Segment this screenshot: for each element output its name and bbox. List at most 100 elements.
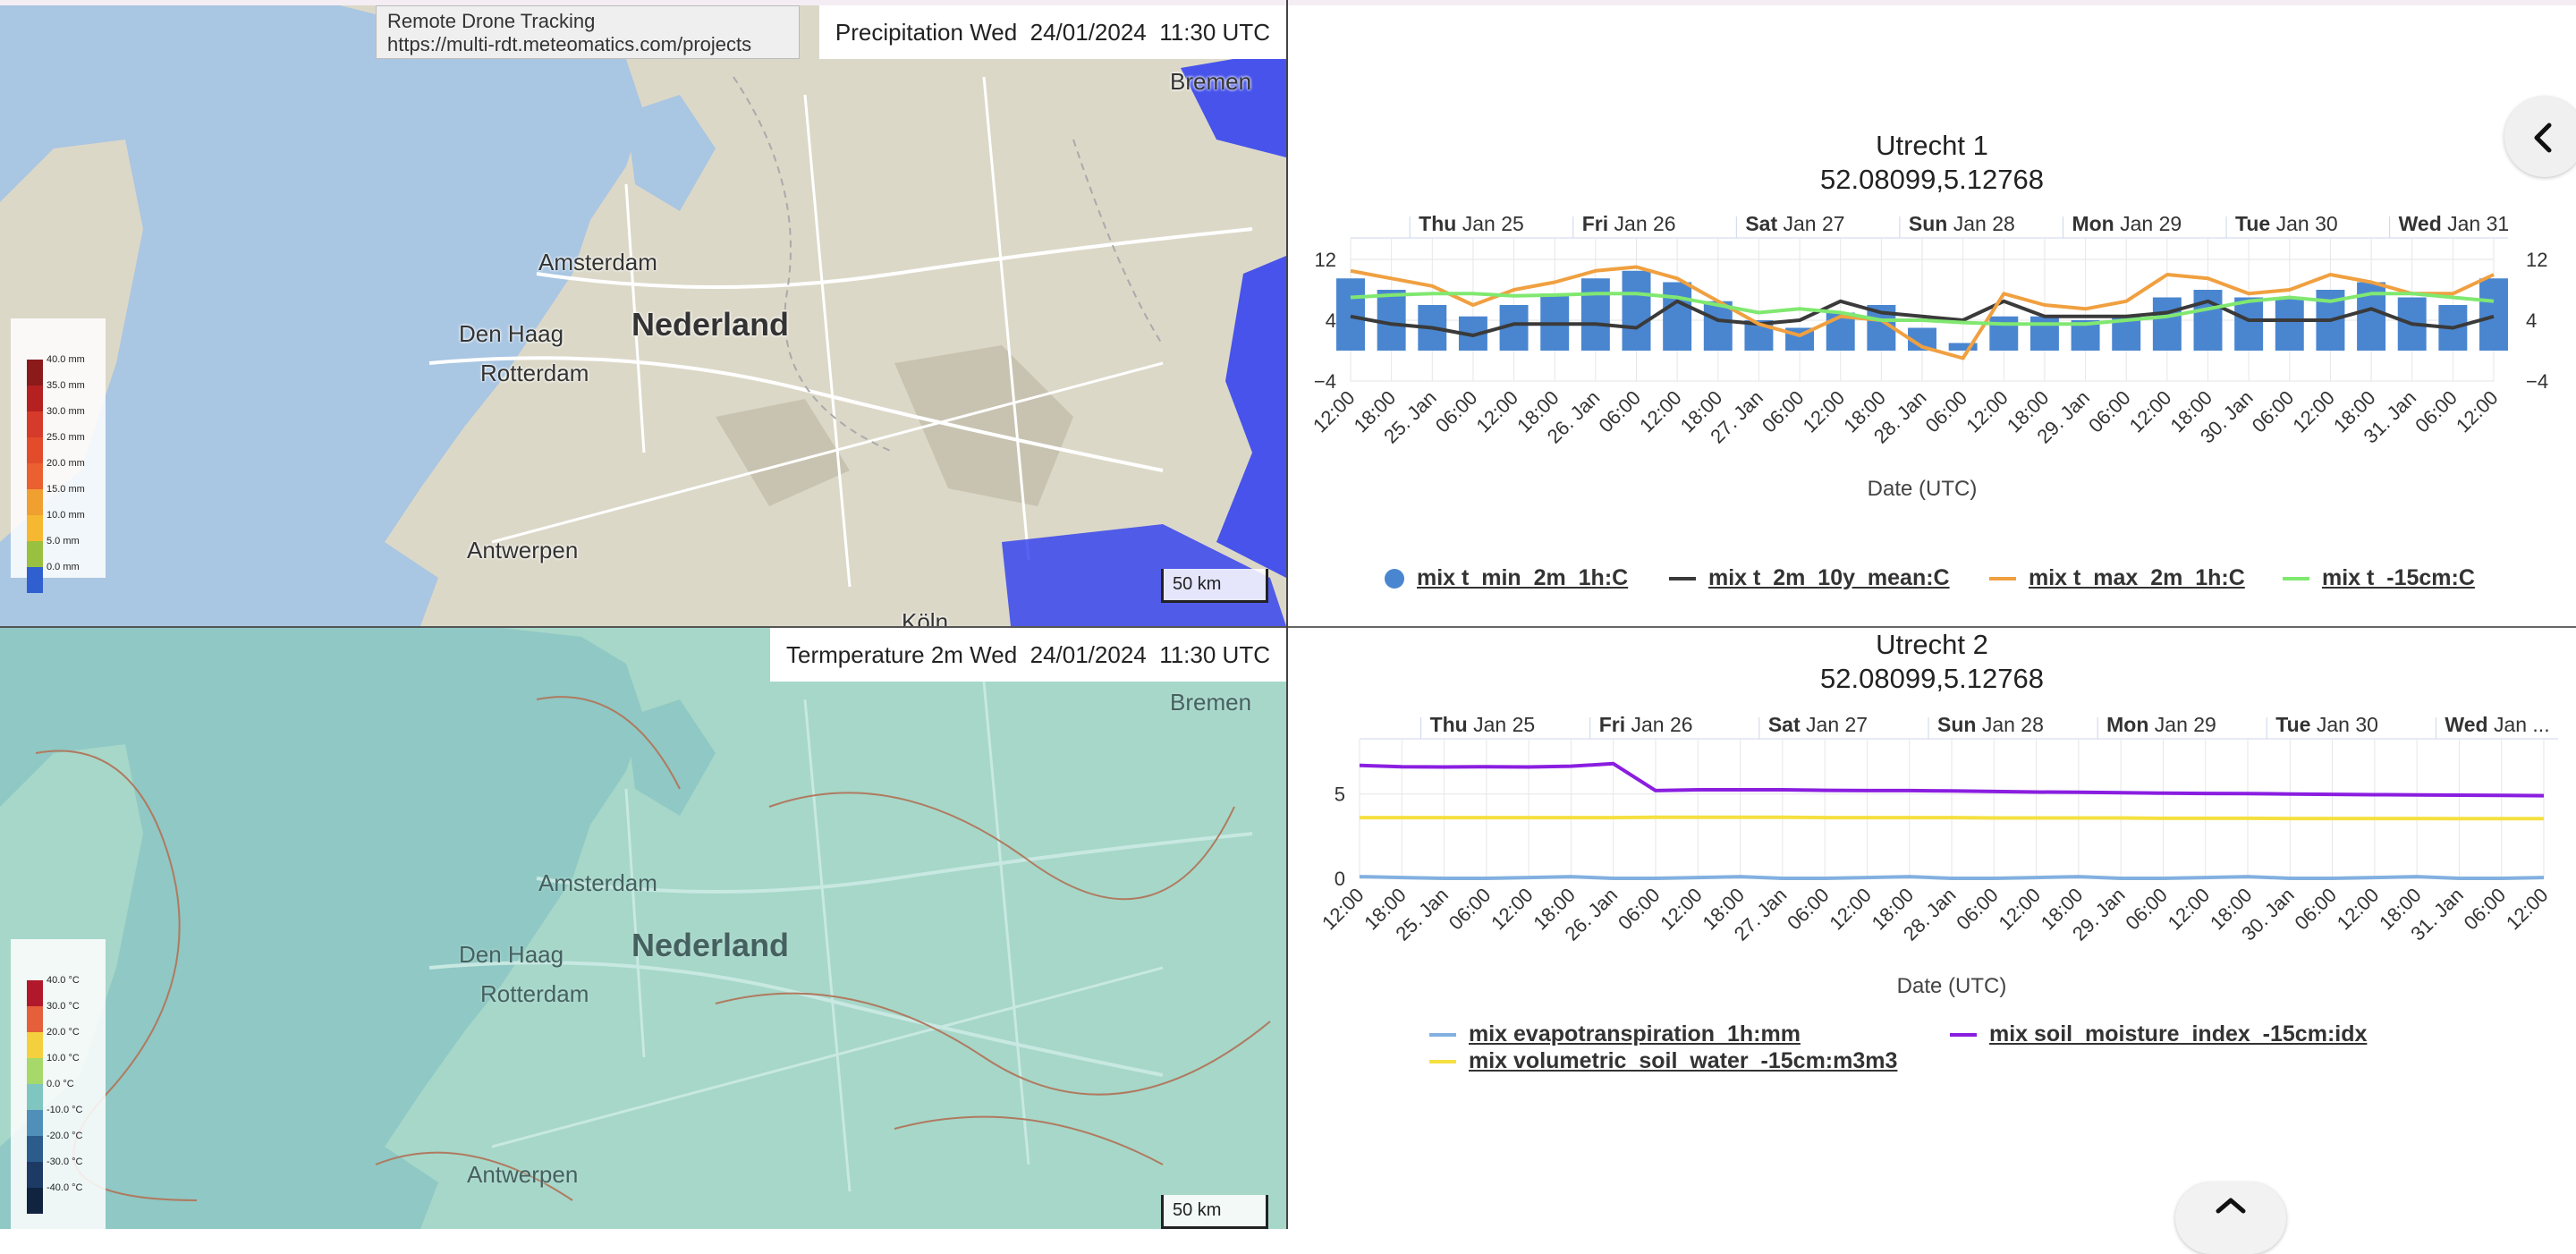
top-axis-label: Thu Jan 25 bbox=[1430, 713, 1536, 736]
top-axis-label: Fri Jan 26 bbox=[1599, 713, 1693, 736]
legend-symbol bbox=[1989, 577, 2016, 581]
x-tick-label: 06:00 bbox=[2290, 884, 2341, 935]
legend-symbol bbox=[1429, 1033, 1456, 1038]
x-tick-label: 06:00 bbox=[2411, 386, 2462, 437]
legend-label: -40.0 °C bbox=[47, 1182, 83, 1193]
column-bar bbox=[2029, 316, 2059, 351]
legend-color-swatch bbox=[27, 1084, 43, 1110]
legend-color-swatch bbox=[27, 1058, 43, 1084]
chart2-title: Utrecht 2 bbox=[1876, 629, 1988, 660]
precipitation-map-basemap bbox=[0, 5, 1286, 626]
series-line bbox=[1350, 299, 2495, 337]
x-tick-label: 12:00 bbox=[1656, 884, 1707, 935]
column-bar bbox=[1663, 282, 1692, 351]
series-line bbox=[1359, 761, 2545, 798]
column-bar bbox=[1336, 278, 1365, 351]
precipitation-map-scale: 50 km bbox=[1161, 569, 1268, 603]
top-axis-label: Mon Jan 29 bbox=[2072, 212, 2182, 235]
precipitation-map-header: Precipitation Wed 24/01/2024 11:30 UTC bbox=[818, 5, 1286, 59]
country-label-nederland: Nederland bbox=[631, 306, 790, 343]
x-tick-label: 12:00 bbox=[1487, 884, 1538, 935]
tooltip-url: https://multi-rdt.meteomatics.com/projec… bbox=[387, 33, 752, 55]
legend-color-swatch bbox=[27, 437, 43, 463]
series-line bbox=[1350, 265, 2495, 360]
legend-label: 0.0 mm bbox=[47, 562, 80, 572]
legend-symbol bbox=[2283, 577, 2309, 581]
top-axis-label: Thu Jan 25 bbox=[1419, 212, 1524, 235]
x-axis-title: Date (UTC) bbox=[1897, 974, 2007, 998]
city-label-rotterdam: Rotterdam bbox=[480, 980, 589, 1007]
x-tick-label: 06:00 bbox=[2084, 386, 2135, 437]
legend-label: -30.0 °C bbox=[47, 1157, 83, 1167]
legend-label: 20.0 mm bbox=[47, 458, 85, 469]
legend-color-swatch bbox=[27, 1006, 43, 1032]
legend-color-swatch bbox=[27, 567, 43, 593]
x-tick-label: 06:00 bbox=[1431, 386, 1482, 437]
legend-label: -10.0 °C bbox=[47, 1105, 83, 1115]
legend-label: 20.0 °C bbox=[47, 1027, 80, 1038]
x-tick-label: 12:00 bbox=[2125, 386, 2176, 437]
legend-color-swatch bbox=[27, 1110, 43, 1136]
chart-legend-item[interactable]: mix t_2m_10y_mean:C bbox=[1669, 565, 1950, 591]
x-tick-label: 06:00 bbox=[2460, 884, 2511, 935]
column-bar bbox=[2275, 297, 2304, 351]
column-bar bbox=[1580, 278, 1610, 351]
legend-symbol bbox=[1385, 569, 1404, 589]
top-axis-label: Wed Jan 31 bbox=[2399, 212, 2510, 235]
panel-divider-vertical bbox=[1286, 0, 1288, 1229]
panel-divider-horizontal bbox=[1288, 626, 2576, 628]
top-axis-label: Tue Jan 30 bbox=[2275, 713, 2378, 736]
chart-legend-item[interactable]: mix soil_moisture_index_-15cm:idx bbox=[1950, 1021, 2367, 1047]
expand-bottom-button[interactable] bbox=[2175, 1182, 2286, 1254]
legend-label: 30.0 °C bbox=[47, 1001, 80, 1012]
x-tick-label: 12:00 bbox=[1635, 386, 1686, 437]
legend-color-swatch bbox=[27, 1032, 43, 1058]
chart1-plot[interactable]: Thu Jan 25 Fri Jan 26 Sat Jan 27 Sun Jan 28… bbox=[1288, 206, 2576, 599]
x-tick-label: 12:00 bbox=[1309, 386, 1360, 437]
x-tick-label: 12:00 bbox=[1799, 386, 1850, 437]
collapse-panel-button[interactable] bbox=[2504, 97, 2576, 177]
legend-text: mix t_max_2m_1h:C bbox=[2029, 565, 2245, 590]
x-axis-title: Date (UTC) bbox=[1868, 477, 1978, 501]
series-line bbox=[1360, 815, 2544, 821]
x-tick-label: 06:00 bbox=[1921, 386, 1972, 437]
temperature-map[interactable]: Termperature 2m Wed 24/01/2024 11:30 UTC… bbox=[0, 628, 1286, 1229]
x-tick-label: 06:00 bbox=[2248, 386, 2299, 437]
x-tick-label: 06:00 bbox=[1952, 884, 2003, 935]
y-tick-label-right: −4 bbox=[2526, 370, 2548, 393]
legend-color-swatch bbox=[27, 489, 43, 515]
chart-legend-item[interactable]: mix t_max_2m_1h:C bbox=[1989, 565, 2245, 591]
x-tick-label: 12:00 bbox=[2164, 884, 2215, 935]
legend-color-swatch bbox=[27, 1162, 43, 1188]
chart-legend-item[interactable]: mix t_min_2m_1h:C bbox=[1385, 565, 1628, 591]
legend-color-swatch bbox=[27, 1188, 43, 1214]
chart-legend-item[interactable]: mix volumetric_soil_water_-15cm:m3m3 bbox=[1429, 1048, 1897, 1074]
y-tick-label: 12 bbox=[1315, 249, 1336, 271]
legend-text: mix soil_moisture_index_-15cm:idx bbox=[1989, 1021, 2368, 1046]
chart-legend-item[interactable]: mix t_-15cm:C bbox=[2283, 565, 2475, 591]
y-tick-label: 0 bbox=[1335, 868, 1345, 890]
legend-text: mix t_min_2m_1h:C bbox=[1417, 565, 1629, 590]
x-tick-label: 12:00 bbox=[1962, 386, 2012, 437]
temperature-map-scale: 50 km bbox=[1161, 1195, 1268, 1229]
chart2-subtitle: 52.08099,5.12768 bbox=[1820, 663, 2044, 694]
legend-label: 40.0 mm bbox=[47, 354, 85, 365]
city-label-bremen: Bremen bbox=[1170, 68, 1252, 95]
legend-label: 0.0 °C bbox=[47, 1079, 74, 1089]
city-label-den-haag: Den Haag bbox=[459, 320, 564, 347]
precipitation-map[interactable]: Precipitation Wed 24/01/2024 11:30 UTC B… bbox=[0, 5, 1286, 628]
column-bar bbox=[1540, 293, 1570, 351]
x-tick-label: 12:00 bbox=[2288, 386, 2339, 437]
top-axis-label: Wed Jan ... bbox=[2445, 713, 2549, 736]
legend-symbol bbox=[1950, 1033, 1977, 1038]
x-tick-label: 12:00 bbox=[1825, 884, 1876, 935]
top-axis-label: Sun Jan 28 bbox=[1909, 212, 2015, 235]
chart-legend-item[interactable]: mix evapotranspiration_1h:mm bbox=[1429, 1021, 1801, 1047]
column-bar bbox=[1703, 301, 1733, 351]
chevron-up-icon bbox=[2216, 1198, 2246, 1214]
chart2-plot[interactable]: Thu Jan 25 Fri Jan 26 Sat Jan 27 Sun Jan 28… bbox=[1288, 707, 2576, 1082]
window-top-edge bbox=[0, 0, 2576, 5]
city-label-rotterdam: Rotterdam bbox=[480, 360, 589, 386]
x-tick-label: 06:00 bbox=[2121, 884, 2172, 935]
column-bar bbox=[1989, 316, 2019, 351]
